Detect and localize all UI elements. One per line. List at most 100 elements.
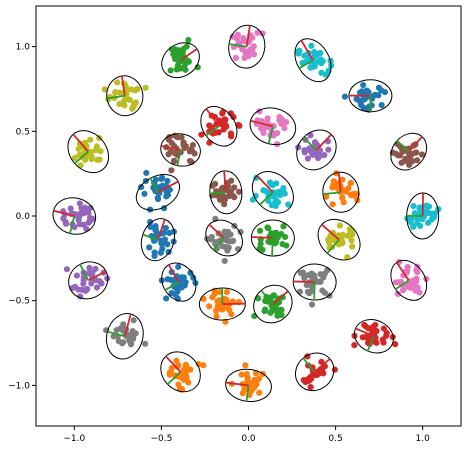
data-point bbox=[221, 116, 228, 123]
covariance-ellipse bbox=[205, 219, 243, 257]
major-axis-line bbox=[251, 236, 273, 239]
data-point bbox=[130, 101, 137, 108]
data-point bbox=[330, 178, 337, 185]
data-point bbox=[412, 149, 419, 156]
data-point bbox=[163, 189, 170, 196]
data-point bbox=[407, 219, 414, 226]
data-point bbox=[158, 239, 165, 247]
minor-axis-line bbox=[302, 136, 318, 151]
data-point bbox=[80, 277, 87, 284]
data-point bbox=[242, 362, 249, 369]
data-point bbox=[345, 185, 352, 192]
data-point bbox=[230, 113, 237, 121]
data-point bbox=[241, 37, 248, 44]
minor-axis-line bbox=[166, 371, 182, 385]
cluster bbox=[389, 132, 428, 171]
data-point bbox=[212, 307, 220, 314]
cluster bbox=[294, 38, 335, 83]
data-point bbox=[323, 193, 330, 200]
data-point bbox=[163, 295, 170, 302]
cluster bbox=[249, 171, 294, 214]
data-point bbox=[317, 49, 324, 57]
data-point bbox=[73, 272, 81, 279]
data-point bbox=[392, 341, 399, 348]
major-axis-line bbox=[337, 172, 342, 193]
major-axis-line bbox=[223, 170, 227, 193]
data-point bbox=[175, 381, 182, 388]
cluster bbox=[135, 169, 181, 213]
major-axis-line bbox=[53, 209, 75, 217]
data-point bbox=[360, 81, 367, 89]
data-point bbox=[320, 274, 327, 281]
major-axis-line bbox=[293, 280, 315, 283]
x-tick-label: 1.0 bbox=[416, 434, 431, 444]
major-axis-line bbox=[272, 290, 289, 305]
data-point bbox=[141, 190, 148, 197]
data-point bbox=[279, 294, 286, 301]
data-point bbox=[362, 323, 369, 330]
data-point bbox=[189, 141, 196, 149]
data-point bbox=[299, 269, 307, 276]
data-point bbox=[179, 386, 186, 393]
data-point bbox=[418, 151, 426, 158]
cluster bbox=[295, 129, 337, 171]
data-point bbox=[116, 89, 123, 96]
data-point bbox=[180, 370, 188, 377]
x-tick-label: 0.5 bbox=[328, 434, 342, 444]
data-point bbox=[236, 122, 243, 129]
data-point bbox=[231, 184, 238, 191]
data-point bbox=[67, 205, 74, 212]
minor-axis-line bbox=[142, 233, 159, 241]
data-point bbox=[130, 317, 137, 324]
data-point bbox=[411, 210, 418, 217]
data-point bbox=[279, 241, 286, 248]
data-point bbox=[278, 306, 285, 313]
data-point bbox=[88, 153, 95, 160]
data-point bbox=[254, 29, 261, 36]
data-point bbox=[157, 249, 164, 256]
data-point bbox=[211, 180, 219, 187]
cluster bbox=[158, 262, 199, 302]
data-point bbox=[325, 236, 332, 243]
cluster bbox=[101, 75, 149, 117]
data-point bbox=[301, 274, 308, 282]
data-point bbox=[112, 89, 119, 96]
data-point bbox=[200, 362, 207, 369]
data-point bbox=[265, 238, 272, 245]
data-point bbox=[63, 266, 71, 273]
data-point bbox=[394, 290, 401, 297]
minor-axis-line bbox=[69, 215, 76, 234]
data-point bbox=[180, 376, 188, 383]
minor-axis-line bbox=[212, 237, 225, 251]
y-tick-label: 0.5 bbox=[16, 127, 30, 137]
data-point bbox=[269, 293, 276, 300]
data-point bbox=[347, 191, 354, 198]
major-axis-line bbox=[157, 219, 166, 240]
y-tick-label: 0.0 bbox=[16, 212, 31, 222]
data-point bbox=[171, 158, 178, 165]
data-point bbox=[265, 225, 272, 232]
major-axis-line bbox=[208, 223, 225, 239]
cluster bbox=[52, 197, 97, 235]
data-point bbox=[77, 162, 84, 169]
data-point bbox=[131, 87, 139, 94]
data-point bbox=[414, 157, 421, 164]
major-axis-line bbox=[315, 133, 332, 151]
data-point bbox=[255, 375, 263, 382]
data-point bbox=[315, 153, 322, 160]
data-point bbox=[104, 275, 111, 282]
data-point bbox=[274, 231, 282, 238]
data-point bbox=[130, 334, 137, 341]
data-point bbox=[399, 287, 407, 294]
major-axis-line bbox=[167, 264, 180, 283]
data-point bbox=[175, 47, 182, 54]
data-point bbox=[220, 126, 227, 133]
cluster bbox=[251, 284, 293, 324]
data-point bbox=[307, 383, 314, 391]
data-point bbox=[206, 122, 213, 129]
data-point bbox=[424, 219, 432, 226]
minor-axis-line bbox=[164, 281, 180, 291]
data-point bbox=[138, 183, 145, 191]
data-point bbox=[183, 43, 190, 50]
data-point bbox=[351, 342, 358, 349]
